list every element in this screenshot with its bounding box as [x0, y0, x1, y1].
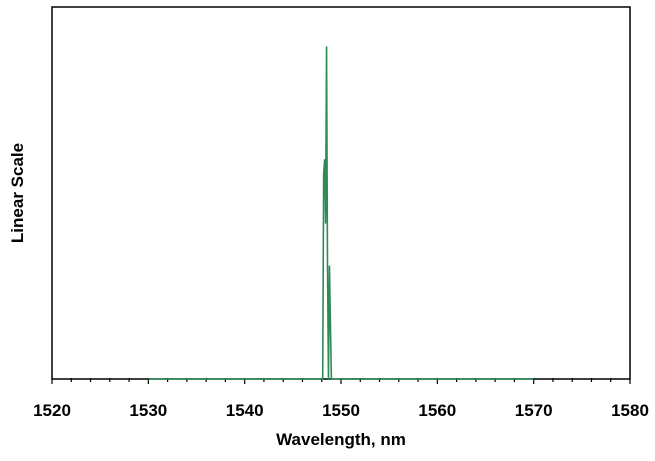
x-tick-label: 1540 — [226, 401, 264, 420]
plot-area — [51, 6, 631, 380]
x-tick-label: 1550 — [322, 401, 360, 420]
series-layer — [148, 46, 534, 380]
x-axis-title: Wavelength, nm — [276, 430, 406, 449]
y-axis-title: Linear Scale — [8, 143, 27, 243]
x-tick-label: 1520 — [33, 401, 71, 420]
spectrum-line-0 — [148, 46, 534, 380]
x-tick-label: 1560 — [418, 401, 456, 420]
x-tick-label: 1570 — [515, 401, 553, 420]
x-axis-tick-labels: 1520 1530 1540 1550 1560 1570 1580 — [33, 401, 649, 420]
x-tick-label: 1580 — [611, 401, 649, 420]
x-tick-label: 1530 — [129, 401, 167, 420]
